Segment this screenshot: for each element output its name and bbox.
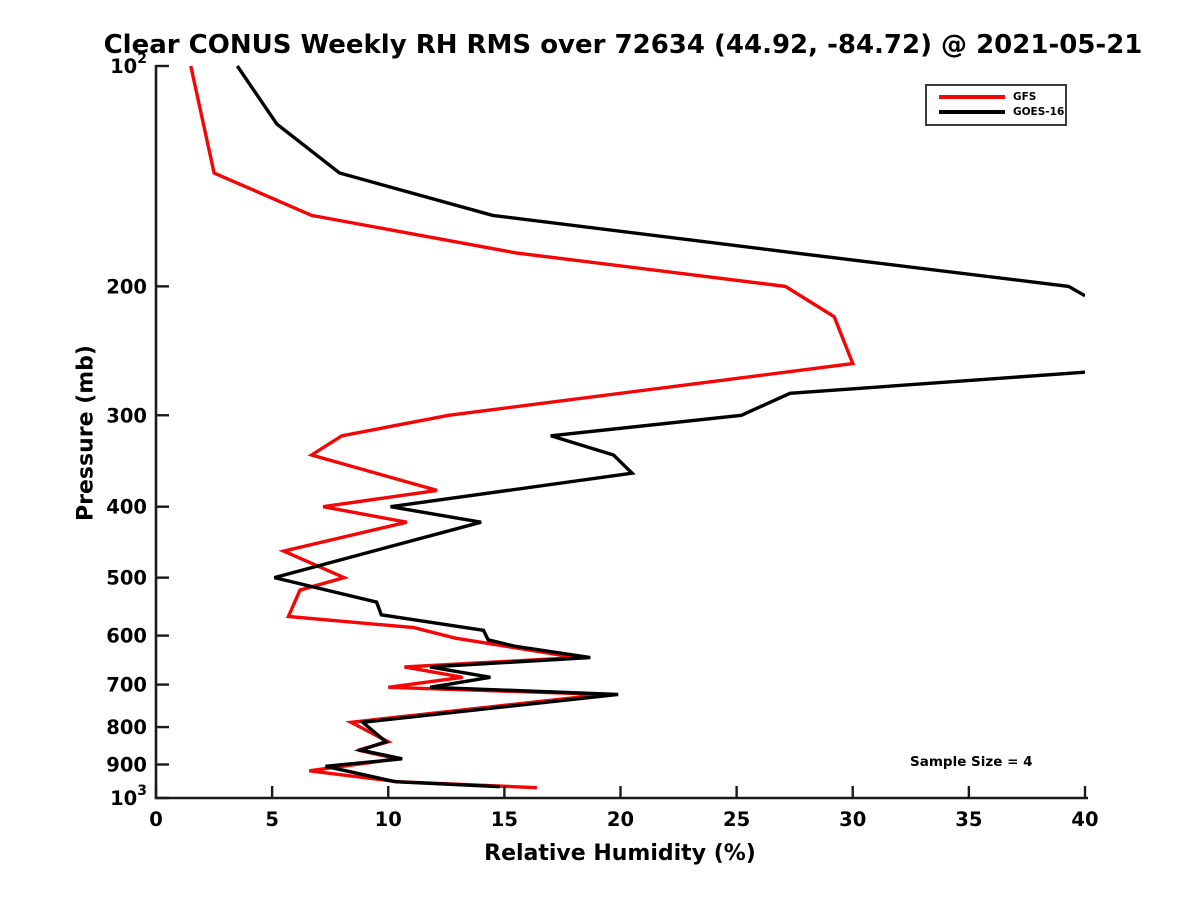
legend-label-gfs: GFS: [1013, 91, 1037, 103]
y-tick-label: 600: [106, 625, 147, 648]
x-tick-label: 35: [955, 808, 982, 831]
series-line-goes-16: [273, 370, 1085, 789]
y-tick-label: 800: [106, 716, 147, 739]
legend-item-goes-16: GOES-16: [927, 106, 1065, 118]
legend-item-gfs: GFS: [927, 91, 1065, 103]
x-tick-label: 40: [1071, 808, 1098, 831]
x-tick-label: 0: [149, 808, 163, 831]
series-line-goes-16: [235, 65, 1085, 298]
y-tick-label: 400: [106, 496, 147, 519]
x-tick-label: 5: [265, 808, 279, 831]
y-tick-label: 103: [110, 783, 147, 810]
y-tick-label: 200: [106, 275, 147, 298]
x-tick-label: 15: [491, 808, 518, 831]
x-axis-label: Relative Humidity (%): [484, 841, 756, 866]
x-tick-label: 20: [607, 808, 634, 831]
x-tick-label: 25: [723, 808, 750, 831]
legend-line-gfs: [939, 95, 1005, 99]
x-tick-label: 30: [839, 808, 866, 831]
chart-title: Clear CONUS Weekly RH RMS over 72634 (44…: [103, 30, 1143, 60]
legend-line-goes-16: [939, 110, 1005, 114]
sample-size-annotation: Sample Size = 4: [910, 754, 1033, 770]
y-tick-label: 700: [106, 674, 147, 697]
y-tick-label: 500: [106, 567, 147, 590]
y-tick-label: 102: [110, 51, 147, 78]
y-tick-label: 900: [106, 754, 147, 777]
x-tick-label: 10: [375, 808, 402, 831]
y-tick-label: 300: [106, 404, 147, 427]
series-line-gfs: [189, 65, 856, 790]
legend-label-goes-16: GOES-16: [1013, 106, 1065, 118]
legend-box: GFS GOES-16: [925, 84, 1067, 126]
